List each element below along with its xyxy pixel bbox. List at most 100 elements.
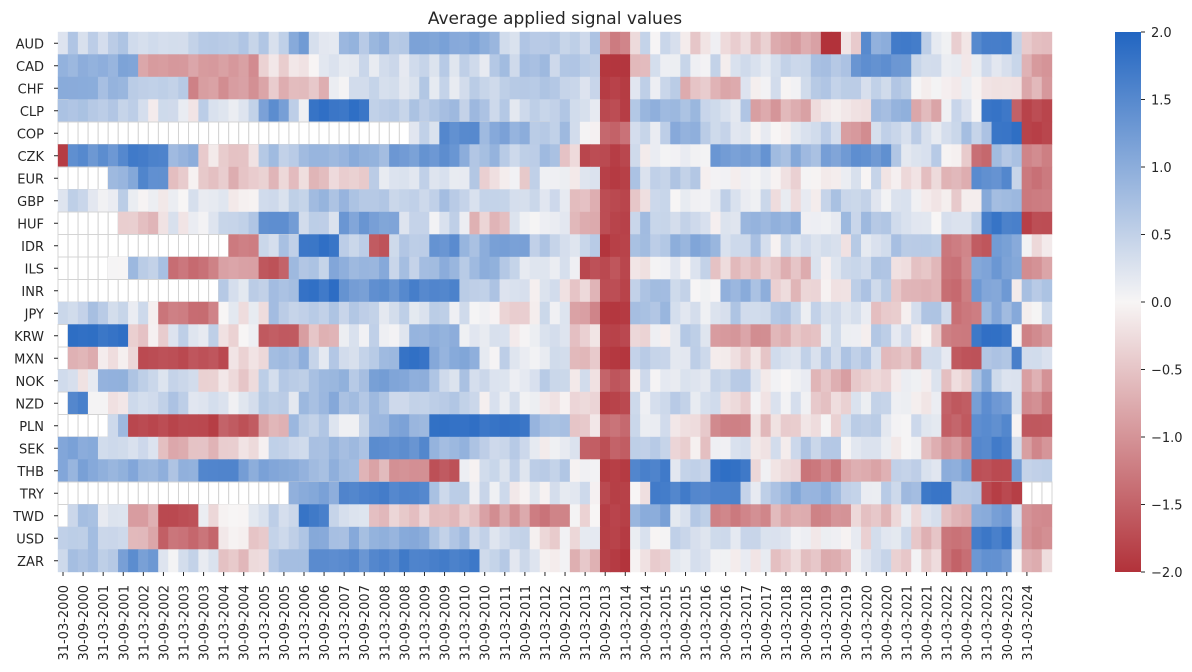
heatmap-cell: [369, 504, 380, 528]
heatmap-cell: [1041, 234, 1053, 258]
missing-cell: [57, 166, 69, 190]
heatmap-cell: [981, 391, 992, 415]
heatmap-cell: [971, 211, 982, 235]
heatmap-cell: [509, 436, 521, 460]
heatmap-cell: [700, 369, 711, 393]
heatmap-cell: [218, 256, 229, 280]
heatmap-cell: [559, 301, 571, 325]
heatmap-cell: [650, 369, 661, 393]
heatmap-cell: [57, 369, 69, 393]
heatmap-cell: [298, 31, 310, 55]
heatmap-cell: [248, 346, 260, 370]
heatmap-cell: [77, 549, 89, 573]
heatmap-cell: [941, 166, 952, 190]
heatmap-cell: [419, 189, 430, 213]
heatmap-cell: [208, 211, 219, 235]
heatmap-cell: [680, 346, 691, 370]
heatmap-cell: [650, 391, 661, 415]
heatmap-cell: [850, 301, 862, 325]
heatmap-cell: [1041, 54, 1053, 78]
heatmap-cell: [720, 144, 731, 168]
heatmap-cell: [790, 99, 802, 123]
heatmap-cell: [881, 256, 892, 280]
heatmap-cell: [138, 211, 149, 235]
heatmap-cell: [439, 234, 450, 258]
missing-cell: [328, 121, 340, 145]
heatmap-cell: [369, 54, 380, 78]
heatmap-cell: [650, 324, 661, 348]
heatmap-cell: [931, 346, 942, 370]
heatmap-cell: [489, 99, 500, 123]
heatmap-cell: [108, 166, 119, 190]
heatmap-cell: [931, 279, 942, 303]
heatmap-cell: [369, 436, 380, 460]
heatmap-cell: [840, 301, 852, 325]
heatmap-cell: [529, 76, 541, 100]
heatmap-cell: [871, 121, 882, 145]
heatmap-cell: [439, 391, 450, 415]
heatmap-cell: [218, 526, 229, 550]
heatmap-cell: [419, 346, 430, 370]
heatmap-cell: [881, 504, 892, 528]
heatmap-cell: [348, 189, 360, 213]
heatmap-cell: [389, 279, 400, 303]
heatmap-cell: [549, 144, 561, 168]
heatmap-cell: [248, 549, 260, 573]
heatmap-cell: [740, 31, 751, 55]
heatmap-cell: [409, 31, 420, 55]
heatmap-cell: [439, 459, 450, 483]
heatmap-cell: [138, 369, 149, 393]
heatmap-cell: [840, 504, 852, 528]
heatmap-cell: [589, 504, 601, 528]
heatmap-cell: [961, 459, 972, 483]
heatmap-cell: [278, 54, 290, 78]
heatmap-cell: [409, 144, 420, 168]
heatmap-cell: [429, 391, 440, 415]
heatmap-cell: [178, 31, 189, 55]
heatmap-cell: [539, 324, 551, 348]
heatmap-cell: [690, 324, 701, 348]
heatmap-cell: [419, 31, 430, 55]
heatmap-cell: [148, 324, 159, 348]
heatmap-cell: [108, 459, 119, 483]
heatmap-cell: [338, 414, 350, 438]
heatmap-cell: [499, 121, 511, 145]
heatmap-cell: [1011, 211, 1023, 235]
heatmap-cell: [1031, 144, 1043, 168]
heatmap-cell: [559, 436, 571, 460]
heatmap-cell: [389, 234, 400, 258]
heatmap-cell: [118, 211, 129, 235]
heatmap-cell: [429, 369, 440, 393]
heatmap-cell: [991, 481, 1002, 505]
heatmap-cell: [850, 346, 862, 370]
heatmap-cell: [399, 256, 410, 280]
heatmap-cell: [188, 76, 199, 100]
heatmap-cell: [810, 189, 822, 213]
heatmap-cell: [318, 459, 330, 483]
missing-cell: [348, 121, 360, 145]
heatmap-cell: [640, 369, 651, 393]
heatmap-cell: [871, 481, 882, 505]
heatmap-cell: [690, 436, 701, 460]
heatmap-cell: [911, 121, 922, 145]
heatmap-cell: [660, 76, 671, 100]
heatmap-cell: [328, 166, 340, 190]
heatmap-cell: [509, 481, 521, 505]
heatmap-cell: [389, 301, 400, 325]
missing-cell: [97, 166, 109, 190]
heatmap-cell: [359, 526, 370, 550]
heatmap-cell: [790, 76, 802, 100]
heatmap-cell: [881, 369, 892, 393]
heatmap-cell: [338, 459, 350, 483]
heatmap-cell: [369, 346, 380, 370]
heatmap-cell: [790, 459, 802, 483]
heatmap-cell: [389, 211, 400, 235]
heatmap-cell: [730, 121, 741, 145]
heatmap-cell: [67, 54, 79, 78]
heatmap-cell: [710, 301, 721, 325]
heatmap-cell: [308, 459, 320, 483]
heatmap-cell: [178, 189, 189, 213]
heatmap-cell: [750, 211, 762, 235]
heatmap-cell: [348, 414, 360, 438]
heatmap-cell: [108, 144, 119, 168]
